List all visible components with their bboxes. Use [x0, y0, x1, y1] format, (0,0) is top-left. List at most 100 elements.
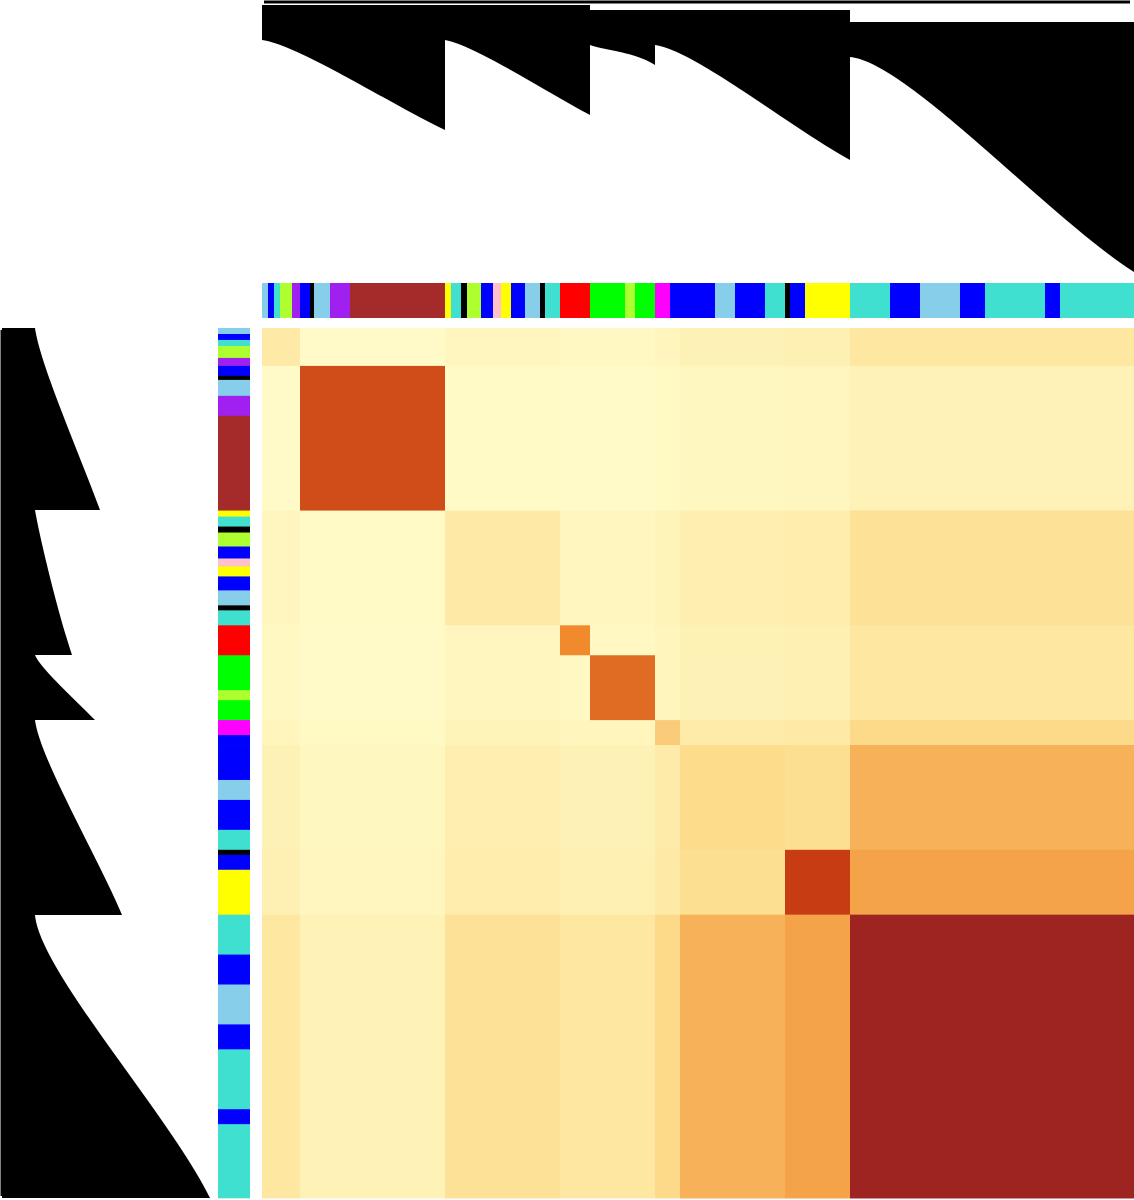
heatmap-cell — [680, 328, 786, 367]
module-color-left — [218, 869, 250, 915]
heatmap-cell — [785, 365, 851, 512]
module-color-left — [218, 590, 250, 606]
heatmap-cell — [560, 625, 591, 656]
heatmap-cell — [655, 720, 681, 746]
module-color-top — [805, 283, 851, 318]
heatmap-cell — [785, 914, 851, 1199]
module-color-left — [218, 415, 250, 511]
heatmap-cell — [300, 328, 446, 367]
heatmap-cell — [655, 745, 681, 851]
module-color-top — [300, 283, 311, 318]
heatmap-cell — [590, 625, 656, 656]
module-color-top — [985, 283, 1046, 318]
module-color-left — [218, 984, 250, 1025]
heatmap-cell — [560, 720, 591, 746]
module-color-left — [218, 735, 250, 746]
module-color-left — [218, 345, 250, 359]
heatmap-cell — [300, 745, 446, 851]
heatmap-cell — [680, 914, 786, 1199]
module-color-left — [218, 576, 250, 591]
heatmap-cell — [785, 745, 851, 851]
module-color-top — [670, 283, 681, 318]
module-color-top — [625, 283, 636, 318]
heatmap-cell — [262, 510, 301, 626]
module-color-left — [218, 655, 250, 691]
heatmap-cell — [850, 720, 1134, 746]
heatmap-cell — [262, 720, 301, 746]
module-color-top — [590, 283, 626, 318]
heatmap-cell — [655, 849, 681, 916]
heatmap-cell — [655, 655, 681, 721]
module-color-left — [218, 1124, 250, 1199]
module-color-left — [218, 365, 250, 377]
heatmap-cell — [785, 849, 851, 916]
module-color-top — [310, 283, 315, 318]
dendrogram-top-branch — [655, 10, 850, 160]
dendrogram-top-branch — [445, 5, 590, 115]
heatmap-cell — [680, 625, 786, 656]
module-color-left — [218, 558, 250, 567]
module-color-top — [262, 283, 269, 318]
module-color-top — [280, 283, 293, 318]
dendrogram-top-branch — [262, 5, 445, 130]
heatmap-cell — [655, 328, 681, 367]
module-color-top — [890, 283, 921, 318]
module-color-left — [218, 333, 250, 341]
heatmap-cell — [680, 510, 786, 626]
heatmap-cell — [850, 655, 1134, 721]
heatmap-cell — [560, 849, 591, 916]
module-color-left — [218, 1049, 250, 1110]
heatmap-cell — [560, 745, 591, 851]
heatmap-cell — [445, 849, 561, 916]
module-color-left — [218, 605, 250, 611]
heatmap-cell — [655, 365, 681, 512]
module-color-left — [218, 690, 250, 701]
heatmap-cell — [445, 510, 561, 626]
module-color-top — [765, 283, 786, 318]
module-color-top — [735, 283, 766, 318]
heatmap-cell — [445, 328, 561, 367]
dendrogram-left-branch — [2, 655, 95, 720]
module-color-top — [493, 283, 502, 318]
heatmap-cell — [262, 625, 301, 656]
module-color-top — [481, 283, 494, 318]
dendrogram-left-branch — [2, 915, 210, 1198]
dendrogram-top-branch — [590, 10, 655, 65]
heatmap-cell — [785, 655, 851, 721]
heatmap-cell — [262, 365, 301, 512]
module-color-top — [467, 283, 482, 318]
heatmap-cell — [785, 510, 851, 626]
module-color-top — [545, 283, 561, 318]
module-color-top — [560, 283, 591, 318]
heatmap-cell — [680, 849, 786, 916]
module-color-left — [218, 829, 250, 851]
heatmap-cell — [655, 914, 681, 1199]
heatmap-cell — [262, 914, 301, 1199]
module-color-top — [920, 283, 961, 318]
module-color-left — [218, 1024, 250, 1050]
heatmap-cell — [560, 914, 591, 1199]
module-color-left — [218, 625, 250, 656]
module-color-top — [445, 283, 452, 318]
module-color-left — [218, 854, 250, 871]
heatmap-cell — [300, 720, 446, 746]
heatmap-cell — [655, 625, 681, 656]
module-color-left — [218, 546, 250, 559]
heatmap-cell — [785, 720, 851, 746]
heatmap-cell — [850, 914, 1134, 1199]
heatmap-cell — [680, 745, 786, 851]
heatmap-cell — [300, 655, 446, 721]
heatmap-cell — [850, 625, 1134, 656]
module-color-left — [218, 849, 250, 856]
heatmap-cell — [262, 655, 301, 721]
module-color-top — [330, 283, 351, 318]
heatmap-cell — [680, 365, 786, 512]
heatmap-cell — [590, 849, 656, 916]
heatmap-cell — [590, 365, 656, 512]
module-color-left — [218, 1109, 250, 1125]
dendrogram-left-branch — [2, 510, 72, 655]
module-color-left — [218, 510, 250, 517]
heatmap-cell — [300, 510, 446, 626]
module-color-top — [960, 283, 986, 318]
module-color-left — [218, 395, 250, 417]
